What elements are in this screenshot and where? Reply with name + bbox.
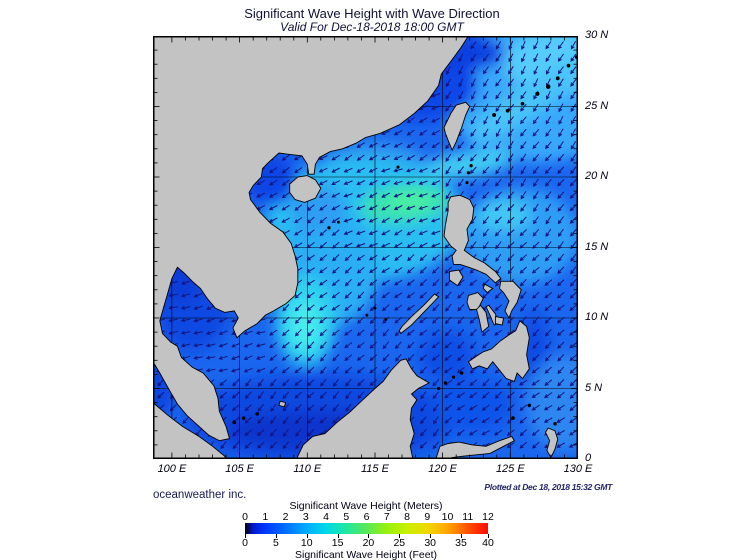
colorbar-tick — [368, 534, 370, 538]
feet-tick-label: 40 — [482, 537, 494, 549]
lon-label: 105 E — [225, 463, 254, 475]
page-title: Significant Wave Height with Wave Direct… — [244, 6, 500, 21]
lat-label: 25 N — [585, 99, 609, 112]
lon-label: 115 E — [361, 463, 389, 475]
colorbar-tick — [430, 534, 432, 538]
colorbar-tick — [245, 534, 246, 538]
meter-tick-label: 7 — [383, 511, 390, 523]
colorbar-tick — [306, 534, 308, 538]
plot-timestamp: Plotted at Dec 18, 2018 15:32 GMT — [484, 482, 612, 492]
legend-colorbar — [245, 523, 488, 534]
lon-label: 100 E — [157, 463, 187, 475]
feet-tick-label: 0 — [242, 537, 248, 549]
branding-text: oceanweather inc. — [153, 489, 247, 501]
meter-tick-label: 11 — [462, 511, 474, 523]
feet-tick-label: 10 — [300, 537, 313, 549]
meter-tick-label: 12 — [482, 511, 494, 523]
feet-tick-label: 35 — [455, 537, 467, 549]
meter-tick-label: 3 — [302, 511, 309, 523]
colorbar-tick — [488, 534, 489, 538]
meter-tick-label: 9 — [424, 511, 431, 523]
map-frame — [153, 36, 578, 459]
legend-feet-title: Significant Wave Height (Feet) — [294, 549, 437, 560]
colorbar-tick — [399, 534, 401, 538]
meter-tick-label: 2 — [282, 511, 289, 523]
meter-tick-label: 6 — [363, 511, 370, 523]
lon-label: 125 E — [495, 463, 525, 475]
legend-meters-title: Significant Wave Height (Meters) — [289, 500, 443, 512]
meter-tick-label: 4 — [323, 511, 329, 523]
meter-tick-label: 8 — [404, 511, 410, 523]
lon-label: 120 E — [428, 463, 458, 475]
feet-tick-label: 20 — [362, 537, 375, 549]
meter-tick-label: 0 — [242, 511, 248, 523]
land-layer — [153, 36, 578, 459]
meter-tick-label: 5 — [343, 511, 350, 523]
lat-label: 5 N — [585, 381, 603, 394]
feet-tick-label: 30 — [424, 537, 436, 549]
lon-label: 130 E — [563, 463, 593, 475]
feet-tick-label: 25 — [393, 537, 406, 549]
wave-map — [153, 36, 578, 459]
valid-time-subtitle: Valid For Dec-18-2018 18:00 GMT — [280, 20, 464, 34]
meter-tick-label: 1 — [262, 511, 269, 523]
lat-label: 0 — [585, 452, 592, 464]
colorbar-tick — [275, 534, 277, 538]
meter-tick-label: 10 — [441, 511, 454, 523]
feet-tick-label: 15 — [331, 537, 344, 549]
lat-label: 10 N — [585, 311, 609, 323]
feet-tick-label: 5 — [272, 537, 279, 549]
colorbar-tick — [461, 534, 463, 538]
lon-label: 110 E — [293, 463, 322, 475]
lat-label: 15 N — [585, 240, 609, 253]
lat-label: 30 N — [585, 29, 609, 41]
colorbar-tick — [337, 534, 339, 538]
lat-label: 20 N — [585, 170, 609, 182]
